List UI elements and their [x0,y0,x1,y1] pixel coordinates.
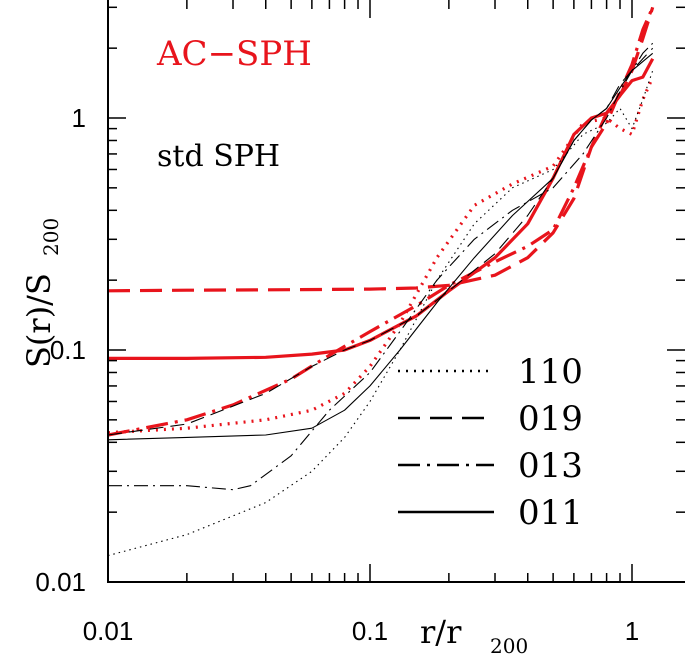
legend-label-019: 019 [518,399,583,439]
annotation-ac-sph: AC−SPH [156,34,312,74]
tick-labels: 0.01 0.1 1 0.01 0.1 1 [35,103,639,646]
x-tick-label: 1 [625,616,639,646]
x-axis-label-main: r/r [420,613,462,651]
y-axis-label-main: S(r)/S [20,273,58,368]
y-axis-label-sub: 200 [39,218,63,256]
legend-label-011: 011 [518,493,583,533]
series-line-ac-sph-011 [108,58,655,360]
annotation-std-sph: std SPH [157,139,280,174]
x-axis-label: r/r 200 [420,613,528,658]
x-axis-label-sub: 200 [490,634,528,658]
x-tick-label: 0.01 [83,616,134,646]
series-line-std-sph-013 [108,42,654,491]
y-tick-label: 0.01 [35,567,86,597]
tick-marks [107,0,685,583]
series-group [108,6,655,557]
series-line-std-sph-110 [108,70,654,557]
series-line-std-sph-011 [108,52,654,441]
series-line-ac-sph-013 [108,6,655,437]
x-tick-label: 0.1 [352,616,388,646]
y-axis-label: S(r)/S 200 [20,218,63,368]
y-tick-label: 1 [72,103,86,133]
legend: 110 019 013 011 [398,352,583,533]
y-tick-label: 0.1 [50,335,86,365]
plot-frame [107,0,685,583]
series-line-ac-sph-110 [108,76,655,435]
legend-label-013: 013 [518,446,583,486]
legend-label-110: 110 [518,352,583,392]
series-line-ac-sph-019 [108,6,655,293]
